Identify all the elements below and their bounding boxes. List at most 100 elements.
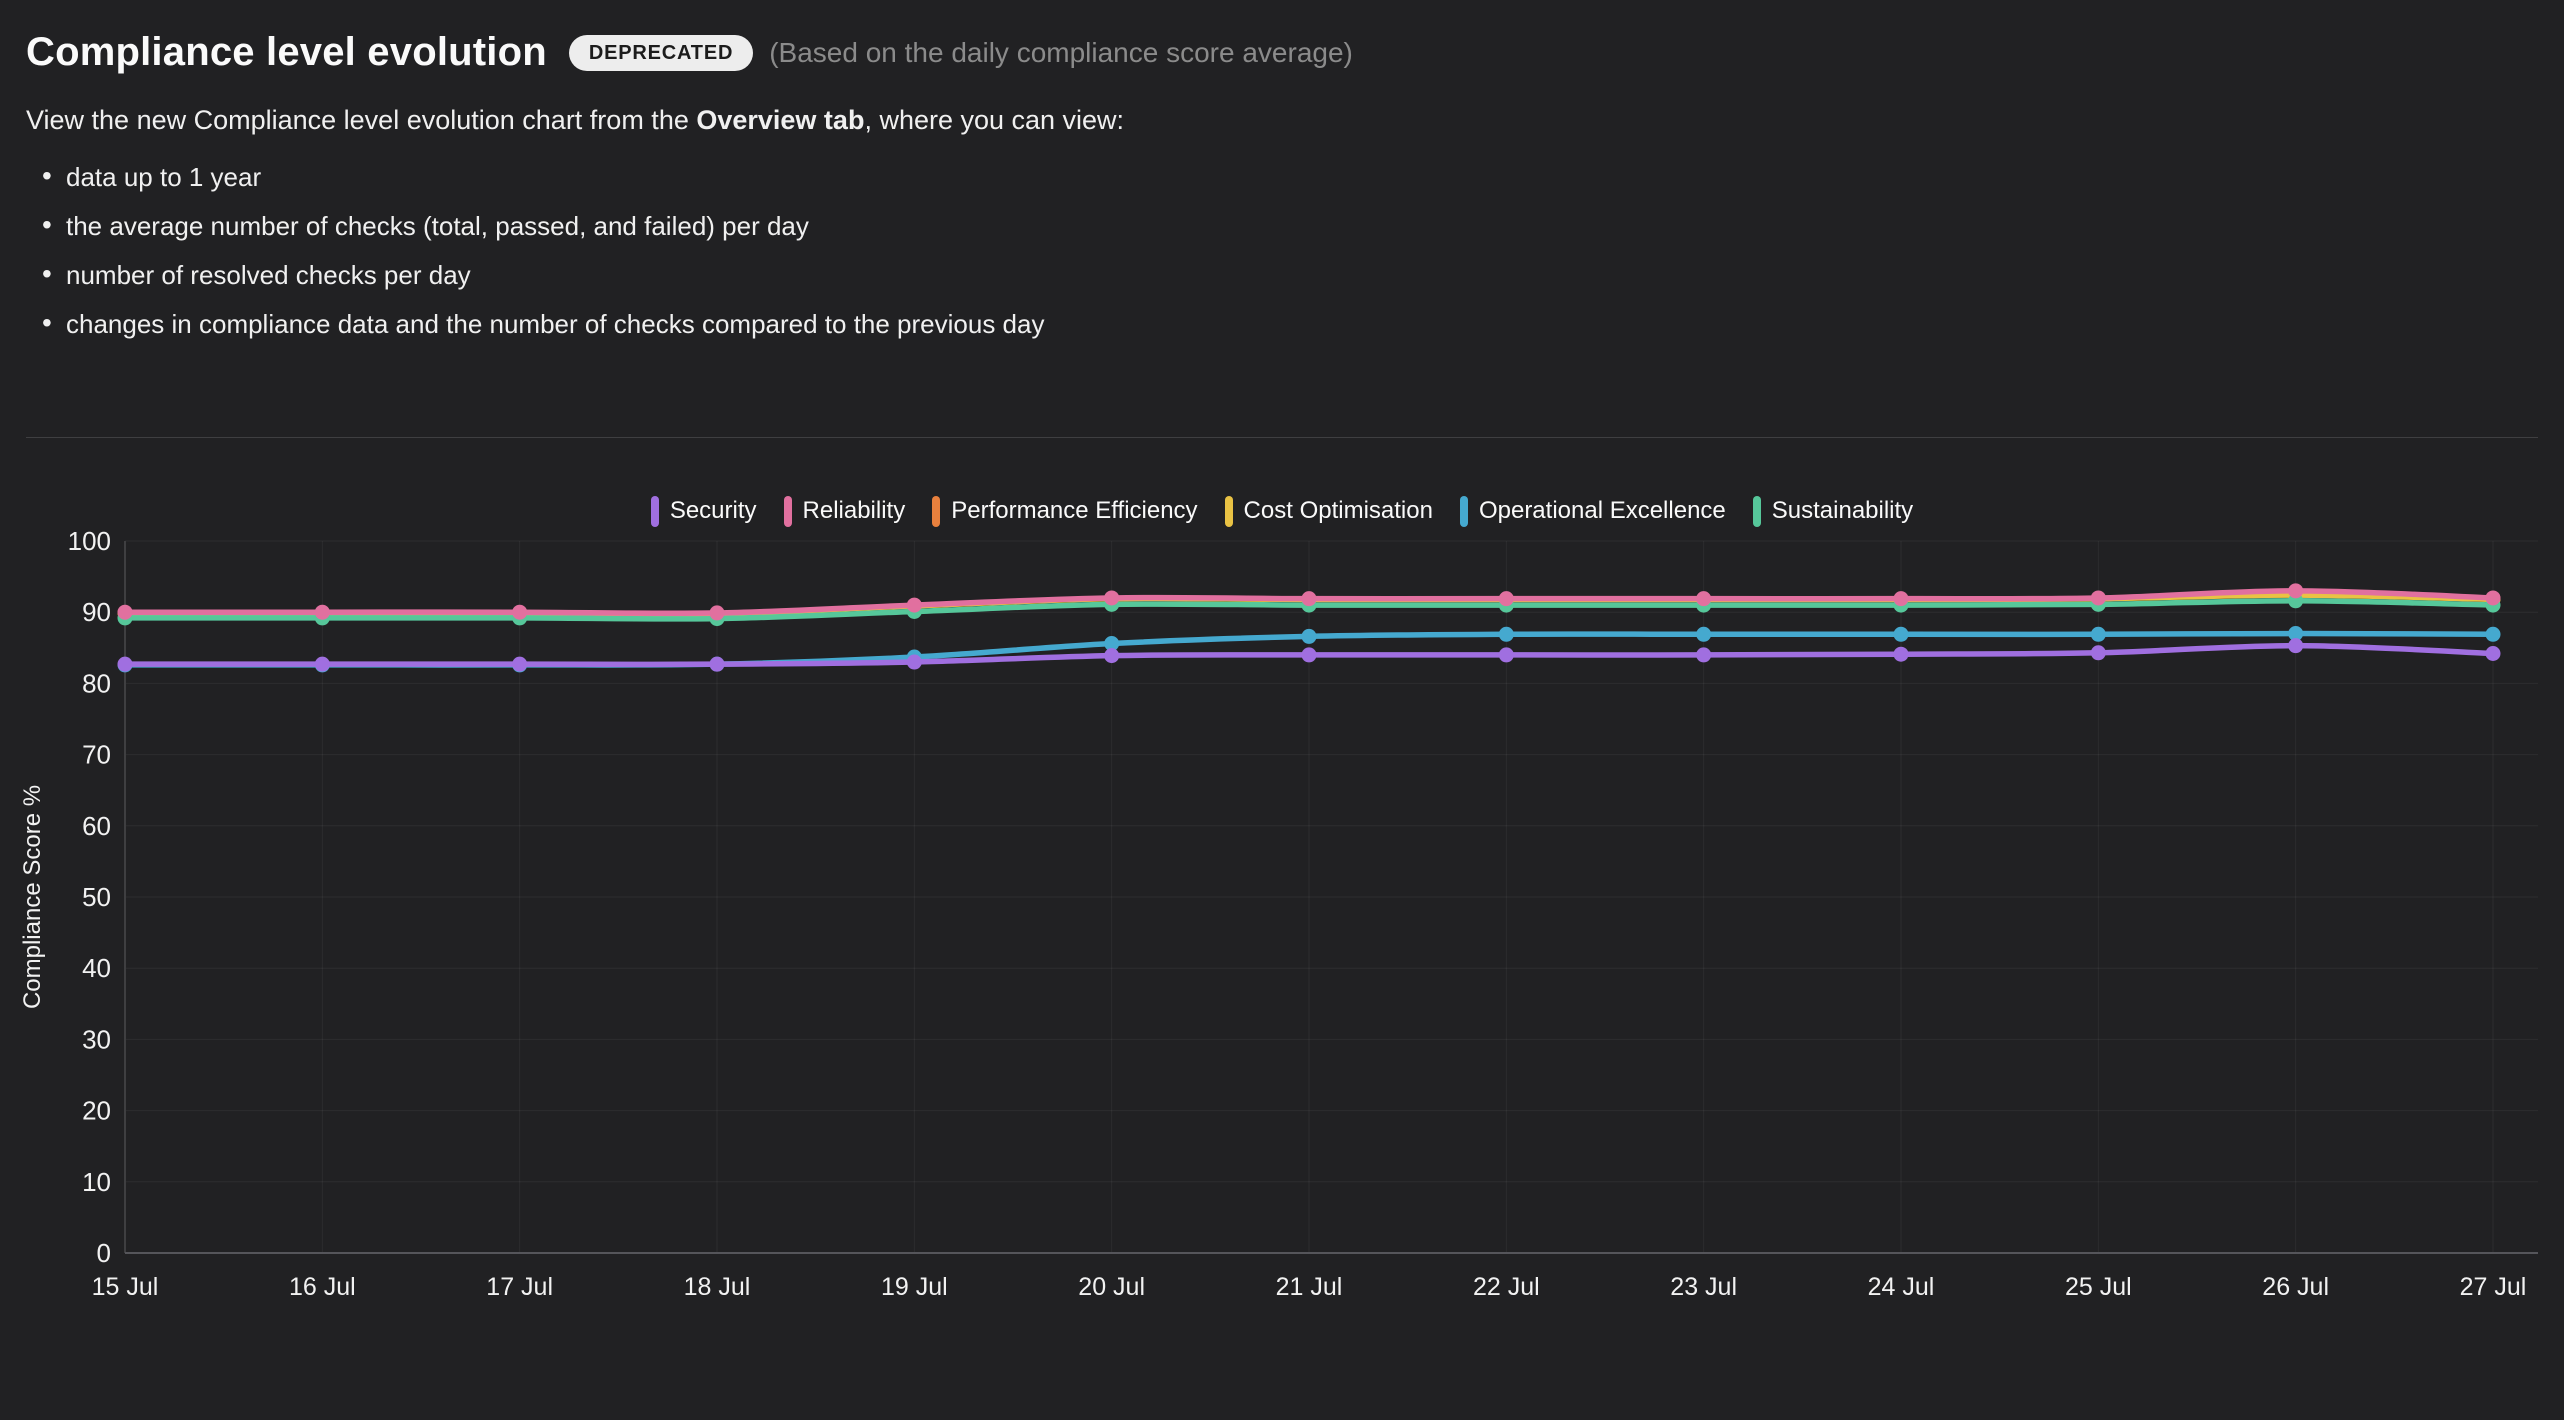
data-point[interactable]: [512, 604, 528, 620]
legend-label: Cost Optimisation: [1243, 497, 1433, 524]
legend-swatch-icon: [783, 495, 792, 527]
description-prefix: View the new Compliance level evolution …: [26, 105, 697, 135]
x-tick-label: 17 Jul: [486, 1273, 553, 1301]
legend-item-cost-optimisation[interactable]: Cost Optimisation: [1224, 495, 1433, 527]
x-tick-label: 25 Jul: [2065, 1273, 2132, 1301]
data-point[interactable]: [1498, 626, 1514, 642]
data-point[interactable]: [1696, 647, 1712, 663]
bullet-item: the average number of checks (total, pas…: [42, 212, 2538, 239]
legend-label: Performance Efficiency: [951, 497, 1198, 524]
data-point[interactable]: [906, 654, 922, 670]
data-point[interactable]: [1301, 628, 1317, 644]
data-point[interactable]: [2288, 583, 2304, 599]
data-point[interactable]: [1301, 591, 1317, 607]
data-point[interactable]: [1104, 648, 1120, 664]
y-axis-title: Compliance Score %: [19, 785, 46, 1009]
legend-label: Operational Excellence: [1478, 497, 1726, 524]
data-point[interactable]: [906, 597, 922, 613]
x-tick-label: 15 Jul: [92, 1273, 159, 1301]
description-overview-tab: Overview tab: [696, 105, 865, 135]
legend-item-performance-efficiency[interactable]: Performance Efficiency: [932, 495, 1198, 527]
y-tick-label: 100: [68, 530, 111, 556]
chart-legend: Security Reliability Performance Efficienc…: [0, 492, 2564, 530]
panel-header: Compliance level evolution DEPRECATED (B…: [26, 30, 2538, 360]
y-tick-label: 50: [82, 882, 111, 912]
section-divider: [26, 437, 2538, 438]
y-tick-label: 40: [82, 953, 111, 983]
data-point[interactable]: [1498, 647, 1514, 663]
data-point[interactable]: [2485, 590, 2501, 606]
page-title: Compliance level evolution: [26, 30, 547, 74]
y-tick-label: 20: [82, 1096, 111, 1126]
data-point[interactable]: [512, 656, 528, 672]
data-point[interactable]: [2090, 626, 2106, 642]
y-axis-tick-labels: 0 10 20 30 40 50 60 70 80 90 100: [68, 530, 111, 1268]
x-axis-tick-labels: 15 Jul 16 Jul 17 Jul 18 Jul 19 Jul 20 Jul 21 J…: [92, 1273, 2527, 1301]
x-tick-label: 20 Jul: [1078, 1273, 1145, 1301]
bullet-item: number of resolved checks per day: [42, 261, 2538, 288]
description-text: View the new Compliance level evolution …: [26, 105, 2538, 136]
data-point[interactable]: [314, 604, 330, 620]
y-tick-label: 90: [82, 597, 111, 627]
y-tick-label: 60: [82, 811, 111, 841]
deprecated-badge: DEPRECATED: [568, 34, 754, 71]
compliance-line-chart: 0 10 20 30 40 50 60 70 80 90 100 15 Jul 16 Jul 17 Jul…: [0, 530, 2564, 1320]
legend-label: Security: [669, 497, 757, 524]
x-tick-label: 19 Jul: [881, 1273, 948, 1301]
data-point[interactable]: [1893, 626, 1909, 642]
y-tick-label: 10: [82, 1167, 111, 1197]
x-tick-label: 18 Jul: [684, 1273, 751, 1301]
data-point[interactable]: [314, 656, 330, 672]
data-point[interactable]: [2485, 626, 2501, 642]
legend-item-reliability[interactable]: Reliability: [783, 495, 906, 527]
data-point[interactable]: [1893, 591, 1909, 607]
data-point[interactable]: [1696, 626, 1712, 642]
data-point[interactable]: [1498, 591, 1514, 607]
feature-bullet-list: data up to 1 year the average number of c…: [26, 163, 2538, 337]
y-tick-label: 30: [82, 1024, 111, 1054]
title-subtitle: (Based on the daily compliance score ave…: [769, 36, 1353, 68]
series-reliability: [117, 583, 2501, 621]
legend-item-sustainability[interactable]: Sustainability: [1752, 495, 1914, 527]
title-row: Compliance level evolution DEPRECATED (B…: [26, 30, 2538, 75]
bullet-item: data up to 1 year: [42, 163, 2538, 190]
data-point[interactable]: [1104, 636, 1120, 652]
data-point[interactable]: [117, 656, 133, 672]
legend-item-operational-excellence[interactable]: Operational Excellence: [1459, 495, 1726, 527]
data-point[interactable]: [2090, 645, 2106, 661]
x-tick-label: 21 Jul: [1276, 1273, 1343, 1301]
data-point[interactable]: [1893, 646, 1909, 662]
legend-swatch-icon: [1459, 495, 1468, 527]
data-point[interactable]: [2288, 626, 2304, 642]
x-tick-label: 26 Jul: [2262, 1273, 2329, 1301]
x-tick-label: 16 Jul: [289, 1273, 356, 1301]
x-tick-label: 27 Jul: [2460, 1273, 2527, 1301]
legend-label: Reliability: [802, 497, 906, 524]
legend-swatch-icon: [650, 495, 659, 527]
data-point[interactable]: [709, 656, 725, 672]
legend-swatch-icon: [1224, 495, 1233, 527]
data-point[interactable]: [1696, 591, 1712, 607]
bullet-item: changes in compliance data and the numbe…: [42, 310, 2538, 337]
legend-swatch-icon: [1752, 495, 1761, 527]
data-point[interactable]: [2288, 638, 2304, 654]
y-tick-label: 70: [82, 740, 111, 770]
legend-item-security[interactable]: Security: [650, 495, 757, 527]
x-tick-label: 24 Jul: [1868, 1273, 1935, 1301]
series-security: [117, 638, 2501, 672]
legend-swatch-icon: [932, 495, 941, 527]
data-point[interactable]: [709, 605, 725, 621]
data-point[interactable]: [2090, 590, 2106, 606]
legend-label: Sustainability: [1771, 497, 1914, 524]
data-point[interactable]: [1104, 590, 1120, 606]
description-suffix: , where you can view:: [864, 105, 1125, 135]
chart-canvas: 0 10 20 30 40 50 60 70 80 90 100 15 Jul 16 Jul 17 Jul…: [19, 530, 2538, 1301]
y-tick-label: 80: [82, 668, 111, 698]
data-point[interactable]: [117, 604, 133, 620]
data-point[interactable]: [2485, 645, 2501, 661]
x-tick-label: 22 Jul: [1473, 1273, 1540, 1301]
y-tick-label: 0: [97, 1238, 111, 1268]
x-tick-label: 23 Jul: [1670, 1273, 1737, 1301]
data-point[interactable]: [1301, 647, 1317, 663]
